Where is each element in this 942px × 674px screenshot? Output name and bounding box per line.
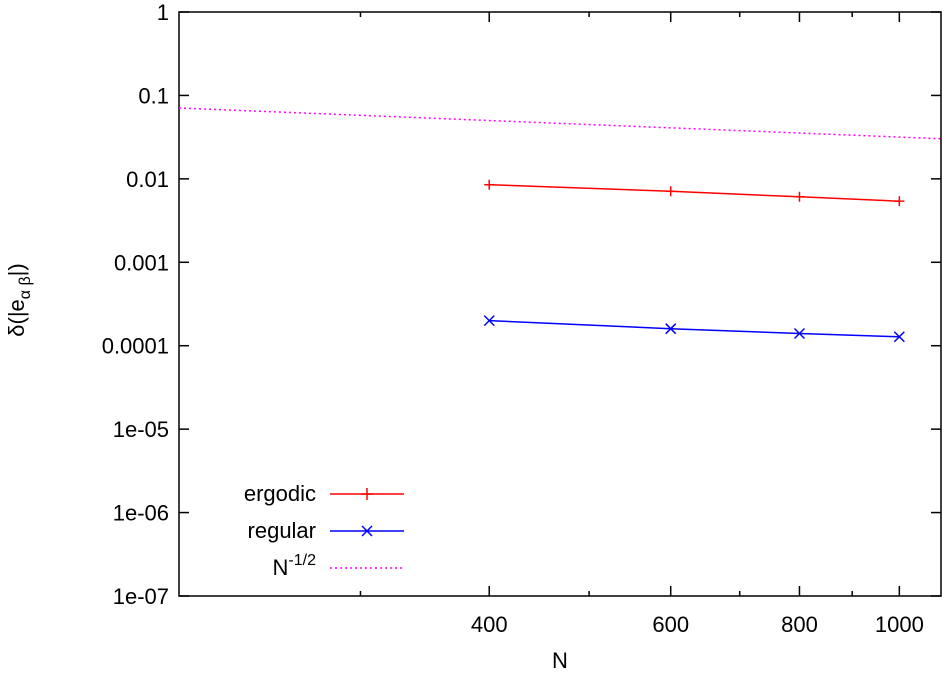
data-point-ergodic-800 xyxy=(794,191,805,202)
x-tick-label: 1000 xyxy=(875,612,924,637)
legend-label-regular: regular xyxy=(248,518,316,543)
y-tick-label: 1 xyxy=(157,0,169,25)
x-tick-label: 600 xyxy=(652,612,689,637)
legend-marker-regular xyxy=(361,525,373,537)
series-line-1 xyxy=(489,319,900,338)
x-tick-label: 400 xyxy=(471,612,508,637)
legend-label-n-half: N-1/2 xyxy=(273,552,317,580)
data-point-ergodic-1000 xyxy=(894,196,905,207)
y-tick-label: 0.001 xyxy=(114,250,169,275)
data-point-regular-1000 xyxy=(893,331,905,343)
y-tick-label: 0.01 xyxy=(126,167,169,192)
y-axis: 1e-07 1e-06 1e-05 0.0001 0.001 0.01 0.1 1 xyxy=(102,0,941,609)
y-tick-label: 0.1 xyxy=(138,83,169,108)
data-point-regular-400 xyxy=(483,315,495,327)
y-tick-label: 0.0001 xyxy=(102,334,169,359)
minor-ticks xyxy=(359,12,853,596)
y-axis-label-subscript: α β xyxy=(17,276,34,299)
legend: ergodic regular N-1/2 xyxy=(244,481,404,580)
x-axis-label: N xyxy=(552,648,568,673)
y-tick-label: 1e-07 xyxy=(113,584,169,609)
data-point-regular-800 xyxy=(793,327,805,340)
y-tick-label: 1e-05 xyxy=(113,417,169,442)
y-tick-label: 1e-06 xyxy=(113,501,169,526)
plot-border xyxy=(178,11,942,597)
data-point-ergodic-400 xyxy=(484,179,495,190)
y-axis-label-suffix: |) xyxy=(4,263,29,276)
x-axis: 400 600 800 1000 xyxy=(471,12,924,637)
y-axis-label: δ(|eα β|) xyxy=(4,263,34,336)
x-tick-label: 800 xyxy=(781,612,818,637)
legend-label-ergodic: ergodic xyxy=(244,481,316,506)
series-layer xyxy=(178,107,942,343)
series-line-0 xyxy=(489,183,900,202)
legend-marker-ergodic xyxy=(361,488,373,500)
y-axis-label-prefix: δ(|e xyxy=(4,299,29,337)
data-point-ergodic-600 xyxy=(665,186,676,197)
data-point-regular-600 xyxy=(665,323,677,335)
legend-label-n-half-base: N xyxy=(273,555,289,580)
plot-frame xyxy=(178,11,942,597)
legend-label-n-half-exponent: -1/2 xyxy=(288,552,316,569)
series-line-2 xyxy=(178,107,942,140)
